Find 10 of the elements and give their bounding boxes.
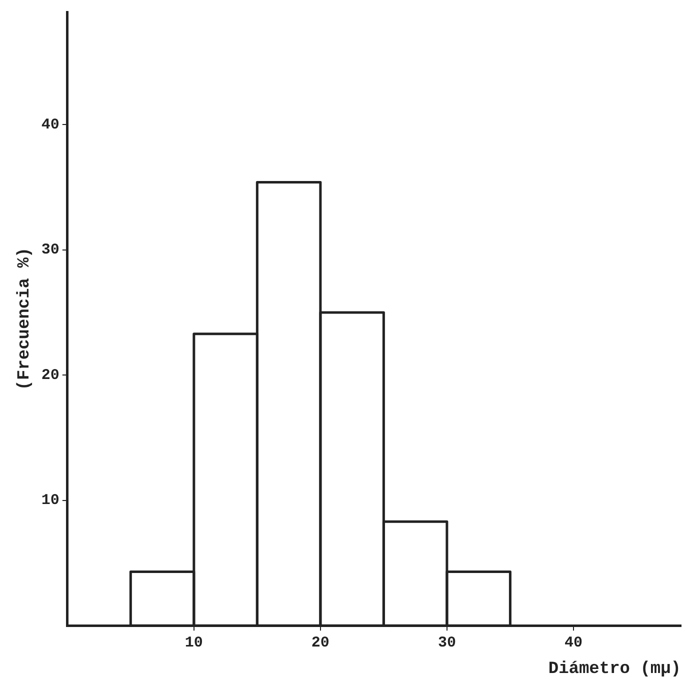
y-tick-label: 40 xyxy=(41,116,60,134)
y-axis-title: (Frecuencia %) xyxy=(15,247,34,390)
x-tick-label: 40 xyxy=(564,634,582,652)
x-tick-label: 30 xyxy=(438,634,456,652)
x-axis-title: Diámetro (mμ) xyxy=(548,660,681,680)
x-tick-label: 20 xyxy=(311,634,330,652)
y-tick-label: 20 xyxy=(41,366,60,384)
x-tick-label: 10 xyxy=(184,634,203,652)
y-tick-label: 10 xyxy=(41,492,60,510)
y-tick-label: 30 xyxy=(41,242,60,259)
